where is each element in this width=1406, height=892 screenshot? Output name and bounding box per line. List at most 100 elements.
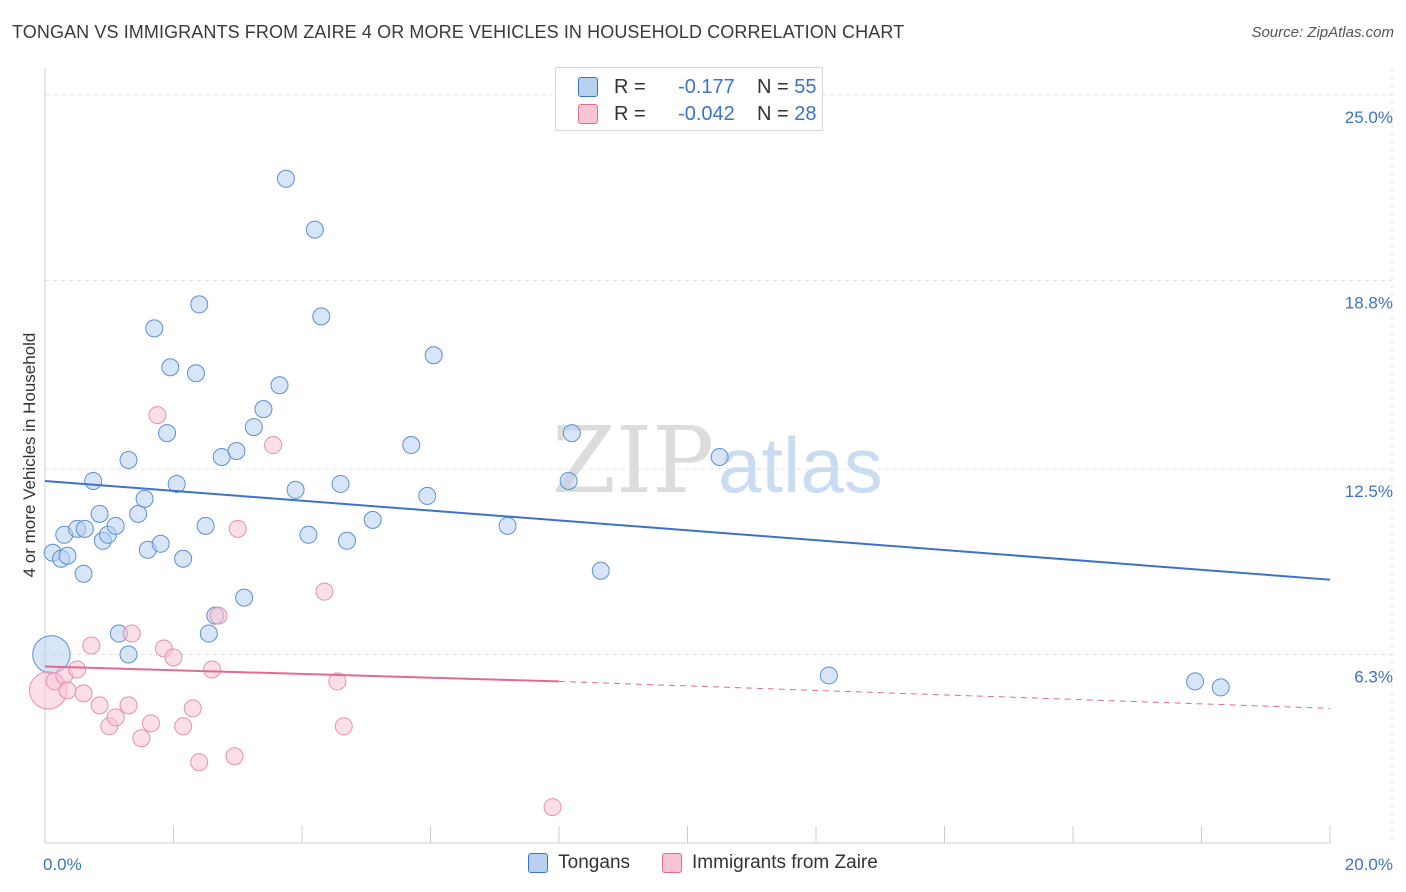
data-points xyxy=(29,169,1230,817)
legend-n-value: 55 xyxy=(794,75,817,98)
tongan-point xyxy=(498,516,517,535)
tongan-point xyxy=(145,319,164,338)
zaire-point xyxy=(328,672,347,691)
zaire-point xyxy=(90,696,109,715)
tongan-point xyxy=(244,418,263,437)
zaire-point xyxy=(183,699,202,718)
tongan-point xyxy=(174,549,193,568)
zaire-point xyxy=(334,717,353,736)
zaire-point xyxy=(148,406,167,425)
watermark-atlas: atlas xyxy=(718,421,883,509)
tongan-point xyxy=(190,295,209,314)
tongan-point xyxy=(337,531,356,550)
tongan-point xyxy=(559,471,578,490)
zaire-point xyxy=(209,606,228,625)
zaire-point xyxy=(132,729,151,748)
legend-n-label: N = xyxy=(757,102,789,125)
zaire-point xyxy=(164,648,183,667)
zaire-point xyxy=(82,636,101,655)
zaire-point xyxy=(225,747,244,766)
tongan-point xyxy=(305,220,324,239)
tongan-point xyxy=(119,451,138,470)
tongan-point xyxy=(196,516,215,535)
zaire-point xyxy=(68,660,87,679)
tongan-point xyxy=(106,516,125,535)
tongan-point xyxy=(562,424,581,443)
zaire-point xyxy=(106,708,125,727)
legend-label-tongans: Tongans xyxy=(558,852,631,873)
tongan-point xyxy=(58,546,77,565)
x-tick-label: 0.0% xyxy=(43,855,82,874)
tongan-point xyxy=(167,474,186,493)
tongan-point xyxy=(418,486,437,505)
watermark-zip: ZIP xyxy=(552,407,714,514)
tongan-point xyxy=(129,504,148,523)
legend-r-label: R = xyxy=(614,75,646,98)
watermark: ZIP atlas xyxy=(552,407,883,514)
zaire-point xyxy=(228,519,247,538)
tongan-point xyxy=(254,400,273,419)
tongan-point xyxy=(331,474,350,493)
tongan-point xyxy=(710,448,729,467)
legend-label-zaire: Immigrants from Zaire xyxy=(692,852,878,873)
axes xyxy=(44,68,1331,844)
tongan-point xyxy=(151,534,170,553)
zaire-point xyxy=(264,436,283,455)
tongan-point xyxy=(1211,678,1230,697)
tongan-point xyxy=(276,169,295,188)
tongan-point xyxy=(119,645,138,664)
zaire-trend-line xyxy=(558,680,1331,709)
gridlines xyxy=(45,68,1393,843)
zaire-point xyxy=(74,684,93,703)
tongan-point xyxy=(161,358,180,377)
zaire-point xyxy=(174,717,193,736)
zaire-point xyxy=(58,681,77,700)
tongan-point xyxy=(299,525,318,544)
zaire-point xyxy=(142,714,161,733)
tongan-point xyxy=(135,489,154,508)
tongan-point xyxy=(363,510,382,529)
zaire-point xyxy=(315,582,334,601)
legend-row-zaire: R = -0.042 N = 28 xyxy=(578,102,817,126)
legend-swatch-blue xyxy=(578,77,598,97)
legend-item-tongans[interactable]: Tongans xyxy=(528,852,630,874)
legend-r-label: R = xyxy=(614,102,646,125)
chart-title: TONGAN VS IMMIGRANTS FROM ZAIRE 4 OR MOR… xyxy=(12,22,905,42)
y-tick-label: 25.0% xyxy=(1345,108,1393,127)
tongan-point xyxy=(199,624,218,643)
legend-item-zaire[interactable]: Immigrants from Zaire xyxy=(662,852,878,874)
tongan-point xyxy=(75,519,94,538)
x-tick-label: 20.0% xyxy=(1345,855,1393,874)
tongan-point xyxy=(158,424,177,443)
y-tick-label: 6.3% xyxy=(1354,667,1393,686)
legend-r-value: -0.177 xyxy=(678,75,735,98)
tongan-point xyxy=(286,480,305,499)
legend-row-tongans: R = -0.177 N = 55 xyxy=(578,75,817,99)
zaire-trend-line xyxy=(44,665,560,683)
tongan-point xyxy=(591,561,610,580)
series-legend: Tongans Immigrants from Zaire xyxy=(0,852,1406,874)
tongan-point xyxy=(186,364,205,383)
trend-lines xyxy=(44,479,1331,709)
y-tick-label: 18.8% xyxy=(1345,293,1393,312)
tongan-trend-line xyxy=(44,479,1331,581)
y-tick-label: 12.5% xyxy=(1345,482,1393,501)
legend-swatch-pink xyxy=(578,104,598,124)
tongan-point xyxy=(90,504,109,523)
stats-legend: R = -0.177 N = 55 R = -0.042 N = 28 xyxy=(555,67,823,131)
legend-n-label: N = xyxy=(757,75,789,98)
legend-swatch-pink xyxy=(662,853,683,873)
tongan-point xyxy=(84,471,103,490)
tongan-point xyxy=(235,588,254,607)
tongan-point xyxy=(227,442,246,461)
tongan-point xyxy=(424,346,443,365)
zaire-point xyxy=(190,753,209,772)
tick-labels: 6.3% 12.5% 18.8% 25.0% 0.0% 20.0% xyxy=(43,108,1393,874)
tongan-point xyxy=(74,564,93,583)
tongan-point xyxy=(402,436,421,455)
legend-n-value: 28 xyxy=(794,102,817,125)
tongan-point xyxy=(270,376,289,395)
zaire-point xyxy=(203,660,222,679)
zaire-point xyxy=(122,624,141,643)
